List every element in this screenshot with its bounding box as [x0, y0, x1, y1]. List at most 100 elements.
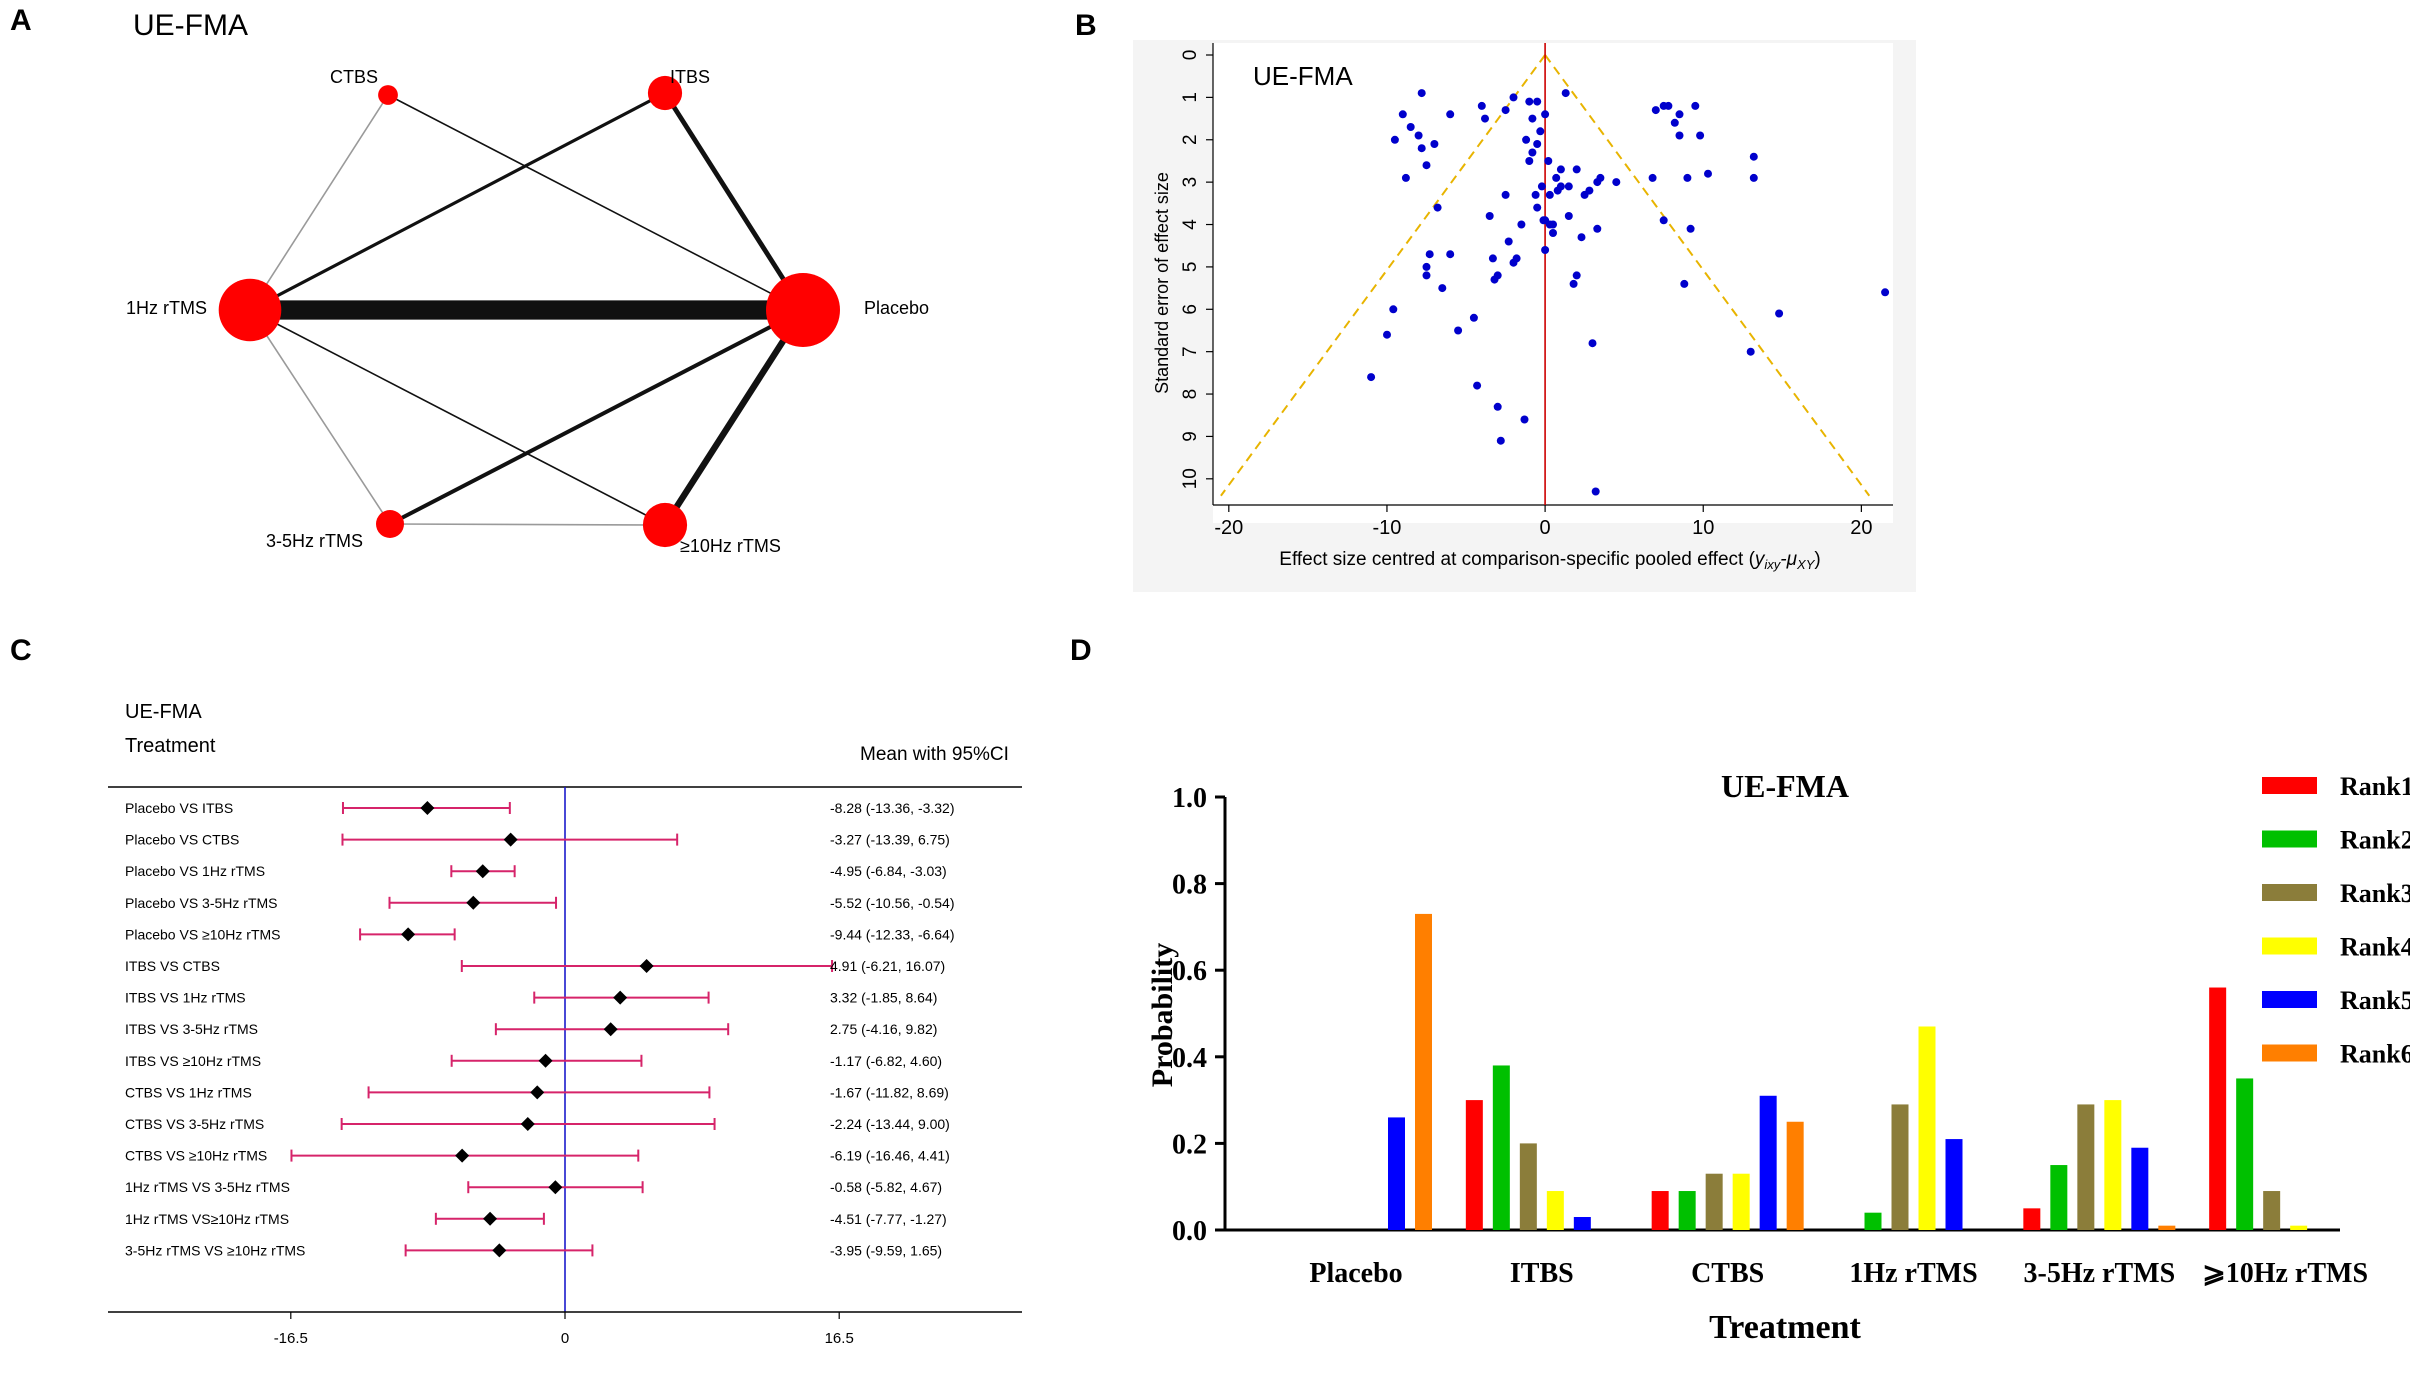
funnel-point [1545, 190, 1554, 199]
forest-row-label: CTBS VS 3-5Hz rTMS [125, 1116, 264, 1132]
funnel-point [1509, 93, 1518, 102]
funnel-x-tick-label: -10 [1373, 517, 1402, 539]
forest-point-estimate [455, 1148, 470, 1163]
forest-row-label: Placebo VS ≥10Hz rTMS [125, 926, 281, 942]
funnel-point [1648, 173, 1657, 182]
bar-rank1 [1465, 1100, 1483, 1230]
funnel-point [1501, 190, 1510, 199]
funnel-y-axis-label: Standard error of effect size [1152, 172, 1172, 394]
forest-row-label: ITBS VS ≥10Hz rTMS [125, 1053, 261, 1069]
bar-y-tick-label: 0.6 [1172, 956, 1207, 987]
network-edge-ITBS-Placebo [662, 91, 806, 312]
funnel-point [1881, 288, 1890, 297]
forest-row-label: 1Hz rTMS VS≥10Hz rTMS [125, 1211, 289, 1227]
funnel-point [1552, 173, 1561, 182]
network-edge-CTBS-1Hz [249, 94, 389, 311]
bar-rank4 [1918, 1026, 1936, 1230]
network-edge-ITBS-1Hz [249, 91, 666, 312]
funnel-point [1749, 152, 1758, 161]
forest-row-label: CTBS VS 1Hz rTMS [125, 1084, 252, 1100]
funnel-point [1533, 97, 1542, 106]
bar-y-tick-label: 0.2 [1172, 1129, 1207, 1160]
funnel-point [1401, 173, 1410, 182]
funnel-point [1473, 381, 1482, 390]
funnel-boundary-line [1220, 54, 1546, 497]
legend-swatch-rank2 [2262, 830, 2317, 848]
rank-bar-chart: UE-FMA 0.0 0.2 0.4 0.6 0.8 1.0 Placebo ITBS CTB… [1146, 768, 2410, 1346]
forest-row-label: Placebo VS CTBS [125, 832, 239, 848]
forest-row-label: Placebo VS 1Hz rTMS [125, 863, 265, 879]
bar-category-label: ITBS [1510, 1258, 1574, 1289]
funnel-plot-area [1213, 43, 1893, 523]
bar-y-tick-label: 1.0 [1172, 783, 1207, 814]
funnel-point [1422, 271, 1431, 280]
bar-chart-title: UE-FMA [1721, 768, 1849, 804]
network-edge-35Hz-Placebo [389, 308, 804, 526]
funnel-point [1481, 114, 1489, 123]
network-edge-1Hz-35Hz [249, 309, 391, 525]
funnel-point [1533, 203, 1542, 212]
network-node-CTBS [378, 85, 398, 105]
network-node-label: CTBS [330, 67, 378, 87]
funnel-y-tick-label: 2 [1180, 134, 1201, 145]
funnel-boundary-line [1544, 54, 1871, 497]
bar-category-label: ⩾10Hz rTMS [2202, 1258, 2368, 1289]
bar-rank4 [1732, 1173, 1750, 1230]
network-node-label: ITBS [670, 67, 710, 87]
forest-row-estimate: -8.28 (-13.36, -3.32) [830, 800, 955, 816]
bar-rank3 [1705, 1173, 1723, 1230]
funnel-x-tick-label: 10 [1692, 517, 1714, 539]
forest-x-tick-label: 0 [561, 1330, 569, 1347]
funnel-y-tick-label: 7 [1180, 346, 1201, 357]
funnel-point [1596, 173, 1605, 182]
legend-swatch-rank4 [2262, 937, 2317, 955]
forest-row-estimate: 4.91 (-6.21, 16.07) [830, 958, 945, 974]
funnel-x-tick-label: 0 [1540, 517, 1551, 539]
forest-title: UE-FMA [125, 701, 202, 723]
funnel-point [1493, 271, 1502, 280]
forest-plot: UE-FMA Treatment Mean with 95%CI -16.5 0 1… [108, 701, 1022, 1347]
funnel-point [1544, 157, 1553, 165]
funnel-point [1572, 271, 1581, 280]
forest-x-tick-label: -16.5 [274, 1330, 308, 1347]
forest-point-estimate [530, 1085, 545, 1100]
forest-point-estimate [613, 990, 628, 1005]
bar-rank6 [2158, 1225, 2176, 1230]
funnel-point [1775, 309, 1784, 318]
forest-row-label: ITBS VS 1Hz rTMS [125, 990, 246, 1006]
funnel-title: UE-FMA [1253, 61, 1353, 91]
funnel-point [1680, 279, 1689, 288]
funnel-point [1675, 131, 1684, 140]
forest-row-label: ITBS VS 3-5Hz rTMS [125, 1021, 258, 1037]
bar-rank3 [1519, 1143, 1537, 1230]
funnel-point [1686, 224, 1695, 233]
bar-rank1 [2023, 1208, 2041, 1230]
funnel-point [1438, 284, 1447, 293]
funnel-point [1569, 279, 1578, 288]
network-node-label: Placebo [864, 298, 929, 318]
funnel-point [1564, 182, 1573, 191]
network-node-35Hz [376, 510, 404, 538]
panel-letter-b: B [1075, 9, 1097, 42]
forest-row-estimate: -5.52 (-10.56, -0.54) [830, 895, 955, 911]
funnel-point [1528, 148, 1537, 157]
forest-row-estimate: -9.44 (-12.33, -6.64) [830, 926, 955, 942]
funnel-point [1520, 415, 1529, 424]
funnel-point [1525, 97, 1534, 106]
forest-row-estimate: -6.19 (-16.46, 4.41) [830, 1148, 950, 1164]
forest-point-estimate [492, 1243, 507, 1258]
network-edge-10Hz-Placebo [662, 308, 806, 527]
network-edge-CTBS-Placebo [387, 94, 804, 311]
funnel-point [1577, 233, 1586, 242]
funnel-point [1564, 212, 1573, 220]
forest-row-estimate: -4.95 (-6.84, -3.03) [830, 863, 947, 879]
bar-rank2 [1678, 1191, 1696, 1230]
funnel-point [1485, 212, 1494, 220]
funnel-point [1541, 246, 1550, 254]
forest-point-estimate [420, 801, 435, 815]
forest-row-label: CTBS VS ≥10Hz rTMS [125, 1148, 267, 1164]
bar-category-label: 1Hz rTMS [1849, 1258, 1977, 1289]
forest-row-label: 1Hz rTMS VS 3-5Hz rTMS [125, 1179, 290, 1195]
funnel-x-tick-label: 20 [1850, 517, 1872, 539]
network-node-label: ≥10Hz rTMS [680, 536, 781, 556]
